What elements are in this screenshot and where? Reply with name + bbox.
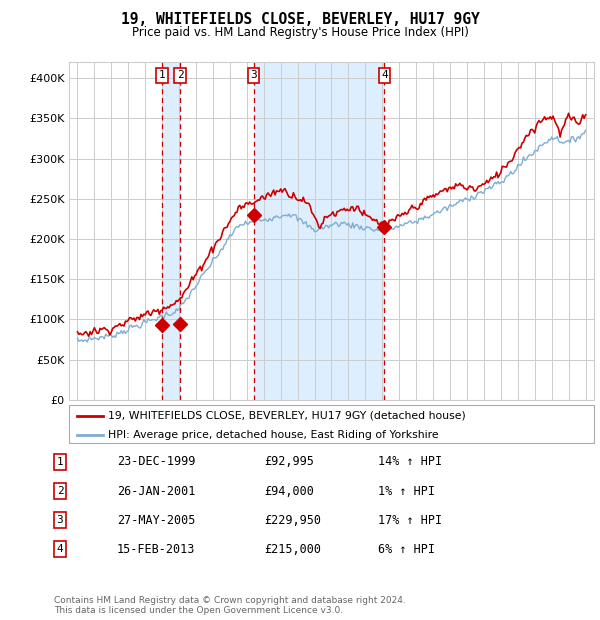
Text: Price paid vs. HM Land Registry's House Price Index (HPI): Price paid vs. HM Land Registry's House … <box>131 26 469 39</box>
Text: 1: 1 <box>158 71 165 81</box>
Text: 2: 2 <box>177 71 184 81</box>
Text: 19, WHITEFIELDS CLOSE, BEVERLEY, HU17 9GY (detached house): 19, WHITEFIELDS CLOSE, BEVERLEY, HU17 9G… <box>109 410 466 420</box>
Text: £215,000: £215,000 <box>264 543 321 556</box>
Text: 1: 1 <box>56 457 64 467</box>
Text: 27-MAY-2005: 27-MAY-2005 <box>117 514 196 526</box>
FancyBboxPatch shape <box>69 405 594 443</box>
Bar <box>162 62 180 400</box>
Bar <box>254 62 385 400</box>
Text: £94,000: £94,000 <box>264 485 314 497</box>
Text: 19, WHITEFIELDS CLOSE, BEVERLEY, HU17 9GY: 19, WHITEFIELDS CLOSE, BEVERLEY, HU17 9G… <box>121 12 479 27</box>
Text: 15-FEB-2013: 15-FEB-2013 <box>117 543 196 556</box>
Text: 3: 3 <box>250 71 257 81</box>
Text: HPI: Average price, detached house, East Riding of Yorkshire: HPI: Average price, detached house, East… <box>109 430 439 440</box>
Text: 2: 2 <box>56 486 64 496</box>
Text: 14% ↑ HPI: 14% ↑ HPI <box>378 456 442 468</box>
Text: 23-DEC-1999: 23-DEC-1999 <box>117 456 196 468</box>
Text: 4: 4 <box>56 544 64 554</box>
Text: 17% ↑ HPI: 17% ↑ HPI <box>378 514 442 526</box>
Text: 4: 4 <box>381 71 388 81</box>
Text: £92,995: £92,995 <box>264 456 314 468</box>
Text: 26-JAN-2001: 26-JAN-2001 <box>117 485 196 497</box>
Text: £229,950: £229,950 <box>264 514 321 526</box>
Text: 1% ↑ HPI: 1% ↑ HPI <box>378 485 435 497</box>
Text: 3: 3 <box>56 515 64 525</box>
Text: Contains HM Land Registry data © Crown copyright and database right 2024.
This d: Contains HM Land Registry data © Crown c… <box>54 596 406 615</box>
Text: 6% ↑ HPI: 6% ↑ HPI <box>378 543 435 556</box>
